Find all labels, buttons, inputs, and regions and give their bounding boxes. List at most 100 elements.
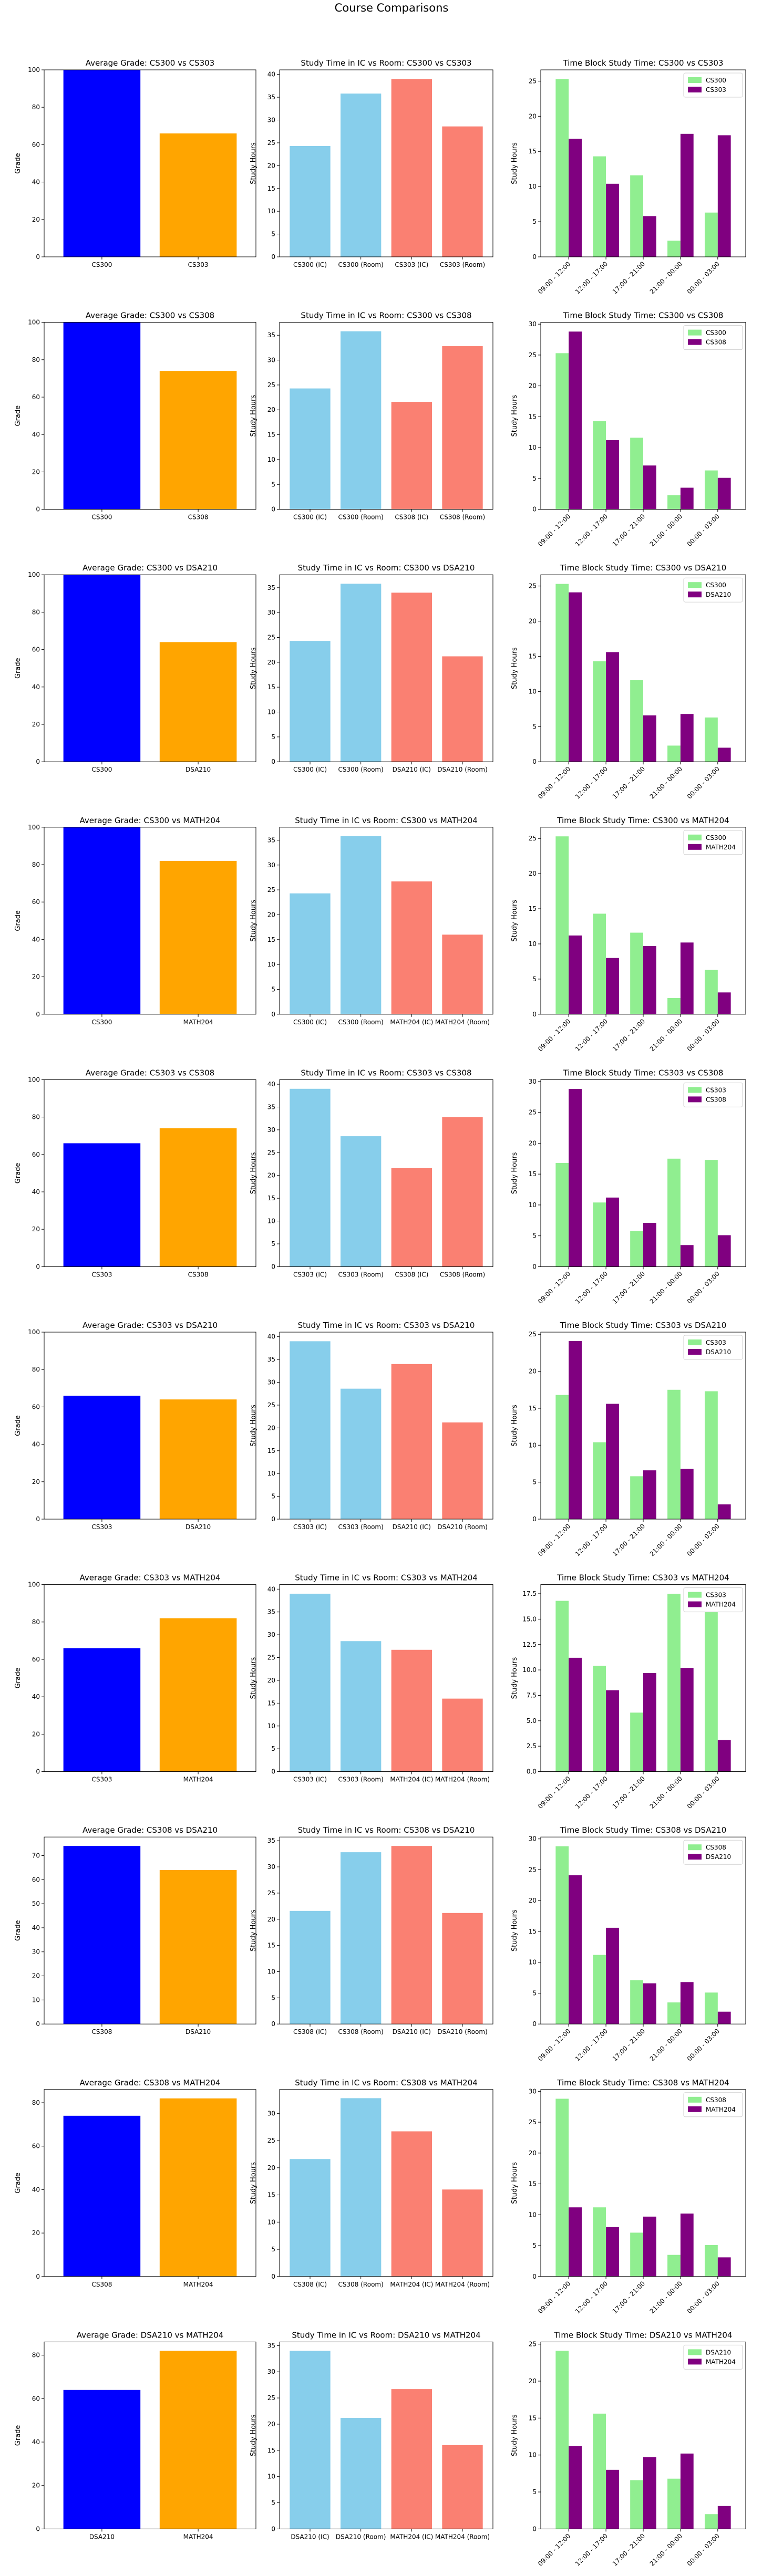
y-tick-label: 40 [32,1188,40,1196]
y-tick-label: 60 [32,646,40,653]
x-tick-label: CS300 [91,1019,112,1026]
bar-CS303 [630,1476,643,1519]
subplot-title: Study Time in IC vs Room: DSA210 vs MATH… [292,2330,480,2340]
y-tick-label: 10 [529,2211,537,2218]
legend-swatch [688,1339,702,1345]
legend: CS303 MATH204 [683,1587,743,1613]
y-tick-label: 0 [532,506,537,513]
bar-CS300 [593,913,606,1014]
y-axis-label: Study Hours [250,1657,257,1699]
y-tick-label: 35 [267,1356,275,1363]
x-tick-label: CS308 (IC) [293,2028,327,2035]
y-tick-label: 40 [32,179,40,186]
y-tick-label: 80 [32,2352,40,2359]
subplot-title: Time Block Study Time: CS308 vs MATH204 [557,2078,729,2087]
subplot-title: Study Time in IC vs Room: CS303 vs DSA21… [298,1321,475,1330]
y-tick-label: 20 [267,1172,275,1179]
bar [341,1852,382,2024]
x-tick-label: DSA210 (Room) [437,1523,488,1531]
bar-DSA210 [680,714,694,762]
y-tick-label: 10 [529,1201,537,1209]
x-tick-label: DSA210 (IC) [291,2533,329,2540]
axes-frame [540,827,746,1015]
bar-CS303 [569,139,582,257]
bar [159,860,237,1014]
bar-MATH204 [680,2453,694,2529]
x-tick-label: 21:00 - 00:00 [648,765,684,800]
subplot-3-1: 0 20 40 60 80 100 Grade Average Grade: CS300 vs… [14,563,256,773]
bar [290,893,331,1014]
y-tick-label: 0 [36,758,40,765]
x-tick-label: 00:00 - 03:00 [686,1522,721,1557]
x-tick-label: CS308 (Room) [440,514,485,521]
x-tick-label: 21:00 - 00:00 [648,1270,684,1305]
x-tick-label: 09:00 - 12:00 [537,1270,572,1305]
y-tick-label: 40 [32,1693,40,1700]
y-tick-label: 20 [32,1730,40,1738]
y-tick-label: 10.0 [522,1666,537,1674]
x-tick-label: CS308 (IC) [293,2281,327,2288]
y-tick-label: 20 [529,618,537,625]
bar [290,1088,331,1267]
bar [442,934,483,1014]
bar-DSA210 [606,652,619,762]
x-tick-label: CS300 [91,514,112,521]
x-tick-label: 12:00 - 17:00 [574,2280,609,2315]
bar-CS300 [705,970,718,1014]
y-tick-label: 5 [532,723,537,730]
y-tick-label: 40 [32,2438,40,2446]
x-tick-label: MATH204 [183,1019,213,1026]
bar-CS303 [593,1202,606,1267]
subplot-title: Study Time in IC vs Room: CS300 vs CS308 [301,311,471,320]
x-tick-label: CS300 (IC) [293,1019,327,1026]
bar-MATH204 [569,2207,582,2277]
bar-CS303 [643,216,656,257]
legend-label: CS300 [706,329,726,337]
bar [442,126,483,257]
bar-CS308 [667,2002,681,2024]
bar [442,1913,483,2024]
y-axis-label: Grade [14,2173,22,2194]
y-tick-label: 10 [267,2218,275,2226]
bar-MATH204 [606,2469,619,2529]
axes-frame [44,322,256,510]
subplot-1-2: 0 5 10 15 20 25 30 35 40 Study Hours Study Time in… [250,58,493,268]
x-tick-label: CS303 (Room) [338,1271,384,1278]
axes-frame [279,69,493,257]
y-tick-label: 20 [529,1897,537,1904]
y-tick-label: 0 [36,1011,40,1018]
bar-CS300 [630,680,643,762]
figure-title: Course Comparisons [334,2,449,14]
y-tick-label: 10 [267,961,275,968]
bar-MATH204 [569,935,582,1014]
bar [391,1364,432,1519]
y-tick-label: 20 [32,1478,40,1486]
y-axis-label: Study Hours [250,2414,257,2456]
y-tick-label: 20 [267,162,275,169]
y-tick-label: 25 [267,1889,275,1897]
x-tick-label: DSA210 (Room) [437,2028,488,2035]
x-tick-label: CS300 (Room) [338,766,384,773]
x-tick-label: MATH204 (Room) [435,1019,490,1026]
y-tick-label: 17.5 [522,1590,537,1597]
subplot-5-2: 0 5 10 15 20 25 30 35 40 Study Hours Study Time in… [250,1068,493,1278]
y-tick-label: 15 [267,1194,275,1202]
y-tick-label: 25 [529,351,537,359]
bar-DSA210 [643,1983,656,2024]
y-tick-label: 15 [529,2180,537,2188]
x-tick-label: 12:00 - 17:00 [574,260,609,295]
y-tick-label: 50 [32,1900,40,1907]
y-tick-label: 25 [529,77,537,85]
bar-MATH204 [680,1668,694,1772]
y-tick-label: 15 [267,431,275,439]
y-tick-label: 0 [36,253,40,261]
y-tick-label: 40 [32,1441,40,1448]
y-tick-label: 5 [532,2242,537,2249]
y-tick-label: 25 [267,633,275,641]
y-tick-label: 30 [267,357,275,364]
x-tick-label: 09:00 - 12:00 [537,1017,572,1053]
y-tick-label: 30 [267,861,275,869]
x-tick-label: CS300 (Room) [338,514,384,521]
legend-label: CS303 [706,1086,726,1094]
x-tick-label: MATH204 (Room) [435,2533,490,2540]
